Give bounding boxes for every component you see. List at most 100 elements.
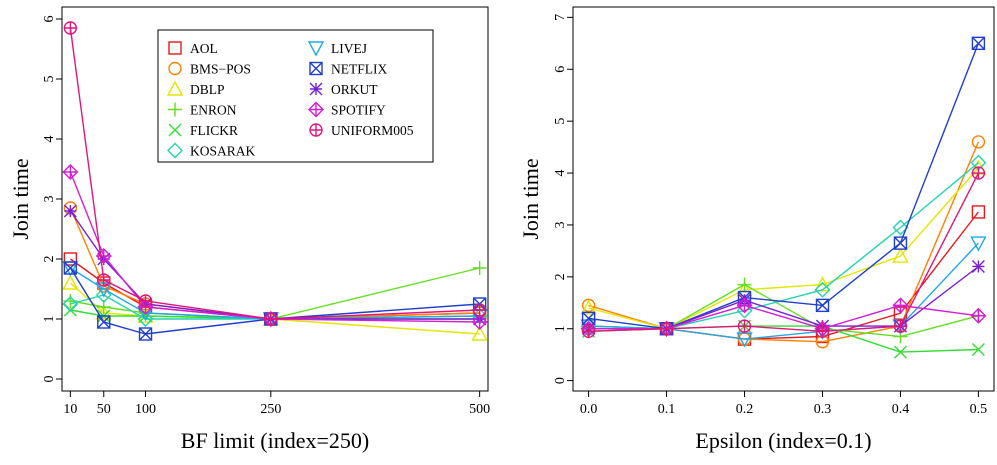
plot-frame [572, 6, 995, 392]
series-spotify [62, 164, 488, 330]
x-tick-label: 0.1 [658, 402, 676, 417]
data-point [971, 205, 986, 219]
y-tick-label: 2 [553, 273, 568, 280]
y-tick-label: 3 [553, 221, 568, 228]
data-point [971, 259, 985, 273]
series-line [69, 210, 480, 320]
legend-item-flickr: FLICKR [168, 123, 238, 138]
data-point [95, 248, 112, 264]
legend-item-bms-pos: BMS−POS [168, 61, 251, 77]
y-tick-label: 4 [42, 136, 57, 143]
legend-label: ENRON [190, 103, 237, 118]
legend-item-livej: LIVEJ [307, 41, 367, 57]
data-point [63, 21, 78, 35]
data-point [815, 324, 830, 339]
data-point [736, 297, 753, 314]
legend-marker [166, 80, 184, 96]
data-point [581, 324, 596, 339]
y-axis-label: Join time [8, 158, 33, 239]
y-tick-label: 2 [42, 256, 57, 263]
series-line [588, 265, 979, 330]
data-point [580, 299, 597, 315]
data-point [62, 274, 79, 290]
legend-marker [167, 142, 183, 159]
series-orkut [63, 204, 487, 326]
legend-box [157, 29, 434, 163]
series-bms-pos [63, 201, 487, 326]
data-point [138, 327, 153, 341]
y-tick-label: 1 [553, 325, 568, 332]
data-point [62, 164, 79, 180]
y-tick-label: 5 [42, 76, 57, 83]
legend-marker [309, 61, 323, 76]
data-point [62, 296, 79, 312]
data-point [97, 273, 111, 287]
data-point [971, 135, 986, 149]
legend-item-kosarak: KOSARAK [167, 142, 256, 159]
data-point [971, 166, 986, 180]
data-point [815, 298, 830, 313]
legend-item-netflix: NETFLIX [309, 61, 387, 77]
y-tick-label: 0 [553, 377, 568, 384]
data-point [581, 298, 596, 313]
x-tick-label: 0.4 [892, 402, 910, 417]
x-tick-label: 100 [135, 402, 156, 417]
data-point [95, 287, 112, 303]
series-uniform005 [581, 166, 986, 339]
x-tick-label: 0.2 [736, 402, 754, 417]
data-point [892, 297, 909, 314]
legend-label: UNIFORM005 [331, 123, 414, 138]
data-point [971, 36, 986, 51]
legend: AOL BMS−POS DBLP ENRON FLICKR KOSARAK LIVEJ NET… [157, 29, 434, 163]
data-point [97, 315, 111, 329]
legend-label: NETFLIX [331, 62, 387, 77]
y-tick-label: 7 [553, 14, 568, 21]
x-tick-label: 0.0 [580, 402, 598, 417]
legend-marker [308, 101, 324, 118]
legend-marker [307, 41, 325, 57]
data-point [892, 247, 909, 263]
legend-marker [168, 102, 182, 117]
data-point [63, 252, 78, 266]
data-point [264, 312, 278, 326]
legend-label: FLICKR [190, 123, 238, 138]
series-line [588, 172, 980, 333]
data-point [472, 303, 487, 317]
x-axis-label: Epsilon (index=0.1) [695, 428, 871, 453]
legend-item-dblp: DBLP [166, 80, 225, 97]
legend-label: KOSARAK [190, 144, 256, 159]
legend-label: LIVEJ [331, 41, 367, 56]
legend-item-enron: ENRON [168, 102, 237, 118]
x-tick-label: 0.3 [814, 402, 832, 417]
x-axis-label: BF limit (index=250) [181, 428, 369, 453]
y-tick-label: 0 [42, 376, 57, 383]
data-point [893, 236, 908, 250]
data-point [138, 294, 153, 308]
legend-item-orkut: ORKUT [309, 82, 378, 97]
y-tick-label: 5 [553, 118, 568, 125]
data-point [970, 236, 987, 252]
data-point [892, 219, 909, 236]
series-line [588, 211, 979, 340]
legend-label: BMS−POS [190, 62, 251, 77]
data-point [970, 307, 987, 324]
data-point [737, 277, 752, 292]
y-tick-label: 4 [553, 170, 568, 177]
x-tick-label: 50 [97, 402, 111, 417]
x-tick-label: 250 [260, 402, 281, 417]
legend-label: DBLP [190, 82, 225, 97]
x-tick-label: 10 [63, 402, 77, 417]
data-point [814, 281, 831, 298]
series-line [588, 43, 980, 330]
legend-label: SPOTIFY [331, 103, 386, 118]
data-point [659, 322, 674, 336]
series-bms-pos [581, 135, 986, 349]
series-line [588, 304, 979, 330]
data-point [471, 314, 488, 330]
data-point [737, 319, 752, 333]
legend-item-spotify: SPOTIFY [308, 101, 386, 118]
legend-marker [168, 61, 182, 76]
data-point [63, 303, 77, 317]
right-chart-panel: 0.0 0.1 0.2 0.3 0.4 0.5 0 1 2 3 4 5 6 7 Epsilon (index… [518, 6, 995, 453]
